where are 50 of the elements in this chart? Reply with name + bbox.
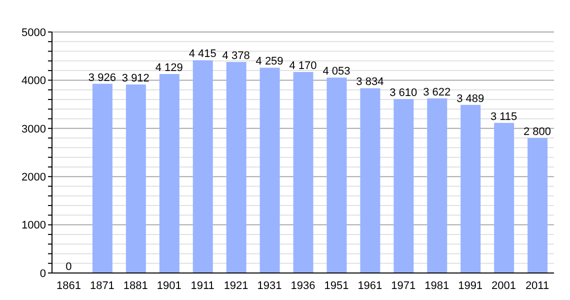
x-tick-label: 1981: [424, 280, 450, 292]
x-tick-label: 2001: [492, 280, 516, 292]
bar: [260, 68, 280, 273]
x-tick-label: 1971: [391, 280, 416, 292]
bar: [360, 88, 380, 273]
data-label: 3 489: [456, 92, 484, 105]
bar: [126, 84, 146, 273]
data-label: 4 170: [289, 60, 317, 72]
x-tick-label: 1931: [257, 280, 282, 292]
y-tick-label: 4000: [22, 75, 46, 88]
x-tick-label: 1936: [290, 280, 316, 292]
x-tick-label: 1921: [224, 280, 248, 292]
bar: [394, 99, 414, 273]
data-label: 3 622: [423, 86, 451, 98]
data-label: 4 259: [256, 56, 284, 68]
data-label: 4 053: [322, 66, 350, 78]
bar: [159, 74, 180, 273]
data-label: 0: [66, 261, 72, 273]
bar: [427, 98, 448, 273]
data-label: 4 415: [188, 48, 216, 60]
x-tick-label: 1871: [90, 280, 114, 292]
y-tick-label: 1000: [22, 220, 46, 232]
y-tick-label: 2000: [22, 172, 46, 184]
data-label: 3 834: [356, 76, 384, 88]
x-tick-label: 1961: [358, 280, 382, 292]
data-label: 3 610: [390, 87, 418, 99]
bar: [192, 60, 213, 273]
data-label: 4 378: [222, 50, 250, 62]
bar: [293, 72, 314, 273]
x-tick-label: 2011: [525, 280, 550, 292]
y-tick-label: 3000: [22, 123, 46, 136]
bar: [326, 78, 347, 273]
data-label: 3 115: [490, 110, 518, 123]
bar: [460, 104, 481, 273]
x-tick-label: 1881: [123, 280, 148, 292]
data-label: 3 926: [88, 72, 116, 84]
bar: [494, 122, 514, 273]
data-label: 4 129: [155, 62, 183, 74]
data-label: 3 912: [122, 72, 150, 84]
x-tick-label: 1911: [190, 280, 214, 292]
bar: [528, 138, 548, 273]
y-tick-label: 5000: [22, 26, 46, 39]
bar: [226, 62, 246, 273]
x-tick-label: 1901: [156, 280, 182, 292]
y-tick-label: 0: [40, 268, 46, 280]
x-tick-label: 1951: [324, 280, 349, 292]
x-tick-label: 1861: [56, 280, 81, 292]
bar: [92, 84, 112, 273]
data-label: 2 800: [524, 126, 552, 138]
x-tick-label: 1991: [458, 280, 483, 292]
